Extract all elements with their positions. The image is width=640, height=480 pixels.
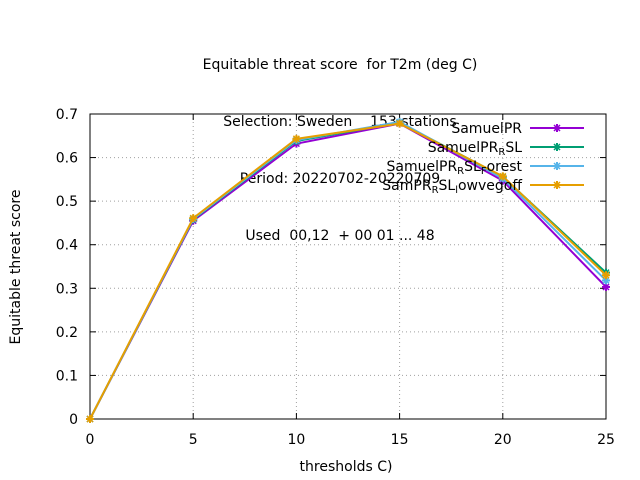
grid-lines [90,114,606,419]
series-2 [86,118,610,423]
y-tick-label: 0.4 [56,238,78,254]
legend-entry-4: SamPRRSLlowvegoff [382,178,584,196]
legend-label: SamuelPRRSLForest [387,159,523,177]
data-point [553,143,561,151]
title-line-1: Equitable threat score for T2m (deg C) [202,57,478,73]
x-tick-label: 5 [189,432,198,448]
data-point [553,181,561,189]
y-tick-label: 0.7 [56,107,78,123]
y-tick-label: 0.3 [56,281,78,297]
x-axis-label: thresholds C) [300,459,393,475]
y-tick-label: 0.5 [56,194,78,210]
y-tick-label: 0.6 [56,151,78,167]
data-point [553,124,561,132]
legend-label: SamuelPR [451,121,522,137]
series-lines [86,117,610,423]
legend-entry-3: SamuelPRRSLForest [387,159,584,177]
chart-title: Equitable threat score for T2m (deg C) S… [0,18,640,284]
x-tick-label: 25 [597,432,615,448]
title-line-4: Used 00,12 + 00 01 ... 48 [245,228,435,244]
data-point [602,271,610,280]
data-point [86,415,94,423]
data-point [189,214,198,223]
plot-border [89,113,607,420]
legend: SamuelPR SamuelPRRSLSamuelPRRSLForestSamP… [382,121,584,196]
data-point [498,172,507,181]
x-tick-label: 15 [391,432,409,448]
legend-entry-2: SamuelPRRSL [428,140,584,158]
legend-label: SamuelPRRSL [428,140,522,158]
x-tick-label: 10 [287,432,305,448]
legend-label: SamPRRSLlowvegoff [382,178,522,196]
tick-labels: 0 5 10 15 20 25 0 0.1 0.2 0.3 0.4 0.5 0.6 0.7 [56,107,615,448]
x-tick-label: 0 [86,432,95,448]
series-line [89,122,607,420]
legend-entry-1: SamuelPR [451,121,584,137]
data-point [553,162,561,170]
y-axis-label: Equitable threat score [8,190,24,345]
data-point [292,134,301,143]
y-tick-label: 0.2 [56,325,78,341]
series-3 [86,117,610,423]
y-tick-label: 0.1 [56,368,78,384]
data-point [395,119,404,128]
y-tick-label: 0 [69,412,78,428]
x-tick-label: 20 [494,432,512,448]
series-4 [86,119,610,423]
